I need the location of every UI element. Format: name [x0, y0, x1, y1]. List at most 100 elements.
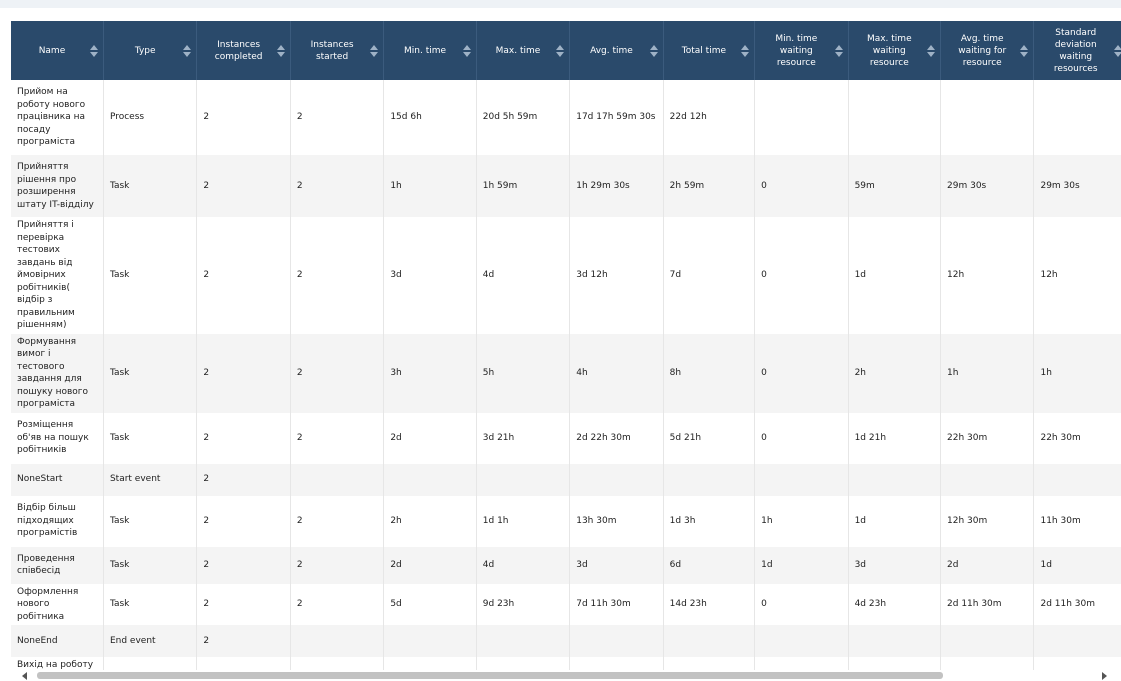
- cell-total-time: 5d 21h: [663, 412, 756, 464]
- cell-avg-time-waiting: [940, 80, 1035, 155]
- cell-avg-time: 2d 22h 30m: [569, 412, 664, 464]
- cell-avg-time: 17d 17h 59m 30s: [569, 80, 664, 155]
- chevron-right-icon[interactable]: [1102, 672, 1107, 680]
- column-header-name[interactable]: Name: [11, 21, 104, 80]
- sort-icon[interactable]: [1020, 44, 1029, 57]
- column-header-type[interactable]: Type: [103, 21, 198, 80]
- column-header-label: Total time: [681, 45, 726, 56]
- cell-name: Прийом на роботу нового працівника на по…: [11, 80, 104, 155]
- cell-min-time-waiting: 1d: [754, 546, 849, 584]
- cell-min-time: 5d: [383, 583, 477, 625]
- column-header-avg-time-waiting[interactable]: Avg. time waiting for resource: [940, 21, 1035, 80]
- cell-std-dev-waiting: 22h 30m: [1033, 412, 1121, 464]
- cell-total-time: 22d 12h: [663, 80, 756, 155]
- column-header-label: Instances started: [310, 39, 354, 62]
- cell-instances-started: 2: [290, 583, 385, 625]
- cell-instances-completed: 2: [196, 217, 291, 334]
- cell-max-time: 9d 23h: [476, 583, 571, 625]
- cell-min-time-waiting: [754, 463, 849, 496]
- sort-icon[interactable]: [556, 44, 565, 57]
- cell-instances-completed: 2: [196, 546, 291, 584]
- cell-instances-completed: 2: [196, 495, 291, 547]
- cell-type: End event: [103, 625, 198, 657]
- table-row[interactable]: Проведення співбесід Task 2 2 2d 4d 3d 6d 1d 3d 2d…: [11, 546, 1121, 584]
- cell-name: NoneEnd: [11, 625, 104, 657]
- cell-min-time-waiting: 0: [754, 333, 849, 413]
- column-header-min-time[interactable]: Min. time: [383, 21, 477, 80]
- table-row[interactable]: NoneEnd End event 2: [11, 625, 1121, 657]
- cell-total-time: 2h 59m: [663, 155, 756, 217]
- cell-instances-started: 2: [290, 412, 385, 464]
- sort-icon[interactable]: [370, 44, 379, 57]
- cell-instances-completed: 2: [196, 463, 291, 496]
- column-header-std-dev-waiting[interactable]: Standard deviation waiting resources: [1033, 21, 1121, 80]
- column-header-min-time-waiting[interactable]: Min. time waiting resource: [754, 21, 849, 80]
- cell-instances-started: 2: [290, 217, 385, 334]
- column-header-label: Instances completed: [214, 39, 263, 62]
- cell-instances-started: 2: [290, 546, 385, 584]
- cell-max-time: 3d 21h: [476, 412, 571, 464]
- sort-icon[interactable]: [1114, 44, 1121, 57]
- cell-std-dev-waiting: 1h: [1033, 333, 1121, 413]
- horizontal-scrollbar[interactable]: [0, 670, 1121, 681]
- statistics-table: Name Type Instances completed Instances sta…: [11, 21, 1121, 681]
- cell-min-time-waiting: 0: [754, 155, 849, 217]
- column-header-instances-started[interactable]: Instances started: [290, 21, 385, 80]
- table-row[interactable]: Прийняття рішення про розширення штату I…: [11, 155, 1121, 217]
- table-row[interactable]: Прийняття і перевірка тестових завдань в…: [11, 217, 1121, 334]
- cell-avg-time-waiting: 2d 11h 30m: [940, 583, 1035, 625]
- top-band: [0, 0, 1121, 8]
- sort-icon[interactable]: [276, 44, 285, 57]
- cell-max-time: 4d: [476, 217, 571, 334]
- sort-icon[interactable]: [89, 44, 98, 57]
- table-row[interactable]: Оформлення нового робітника Task 2 2 5d 9d 23…: [11, 583, 1121, 625]
- cell-max-time-waiting: 4d 23h: [848, 583, 942, 625]
- cell-instances-completed: 2: [196, 333, 291, 413]
- cell-max-time-waiting: 3d: [848, 546, 942, 584]
- column-header-max-time[interactable]: Max. time: [476, 21, 571, 80]
- cell-instances-started: 2: [290, 333, 385, 413]
- column-header-label: Min. time waiting resource: [775, 33, 818, 68]
- scrollbar-thumb[interactable]: [37, 672, 943, 679]
- cell-min-time-waiting: [754, 80, 849, 155]
- sort-icon[interactable]: [927, 44, 936, 57]
- column-header-total-time[interactable]: Total time: [663, 21, 756, 80]
- cell-max-time: [476, 625, 571, 657]
- cell-std-dev-waiting: [1033, 625, 1121, 657]
- cell-instances-completed: 2: [196, 155, 291, 217]
- cell-instances-started: [290, 463, 385, 496]
- column-header-avg-time[interactable]: Avg. time: [569, 21, 664, 80]
- table-row[interactable]: Формування вимог і тестового завдання дл…: [11, 333, 1121, 413]
- cell-instances-started: [290, 625, 385, 657]
- cell-instances-started: 2: [290, 80, 385, 155]
- cell-max-time: 1h 59m: [476, 155, 571, 217]
- cell-avg-time-waiting: 1h: [940, 333, 1035, 413]
- table-row[interactable]: NoneStart Start event 2: [11, 463, 1121, 496]
- cell-max-time: 20d 5h 59m: [476, 80, 571, 155]
- chevron-left-icon[interactable]: [22, 672, 27, 680]
- table-row[interactable]: Розміщення об'яв на пошук робітників Task…: [11, 412, 1121, 464]
- cell-avg-time: [569, 625, 664, 657]
- sort-icon[interactable]: [462, 44, 471, 57]
- cell-max-time-waiting: [848, 463, 942, 496]
- cell-std-dev-waiting: 2d 11h 30m: [1033, 583, 1121, 625]
- column-header-instances-completed[interactable]: Instances completed: [196, 21, 291, 80]
- table-header-row: Name Type Instances completed Instances sta…: [11, 21, 1121, 80]
- cell-max-time: 4d: [476, 546, 571, 584]
- cell-total-time: [663, 625, 756, 657]
- cell-type: Task: [103, 546, 198, 584]
- cell-avg-time: 3d: [569, 546, 664, 584]
- cell-avg-time: [569, 463, 664, 496]
- column-header-max-time-waiting[interactable]: Max. time waiting resource: [848, 21, 942, 80]
- sort-icon[interactable]: [834, 44, 843, 57]
- sort-icon[interactable]: [741, 44, 750, 57]
- sort-icon[interactable]: [649, 44, 658, 57]
- table-row[interactable]: Прийом на роботу нового працівника на по…: [11, 80, 1121, 155]
- sort-icon[interactable]: [183, 44, 192, 57]
- cell-type: Process: [103, 80, 198, 155]
- cell-max-time-waiting: 1d 21h: [848, 412, 942, 464]
- column-header-label: Avg. time: [590, 45, 633, 56]
- column-header-label: Max. time: [495, 45, 541, 56]
- cell-max-time: 5h: [476, 333, 571, 413]
- table-row[interactable]: Відбір більш підходящих програмістів Task…: [11, 495, 1121, 547]
